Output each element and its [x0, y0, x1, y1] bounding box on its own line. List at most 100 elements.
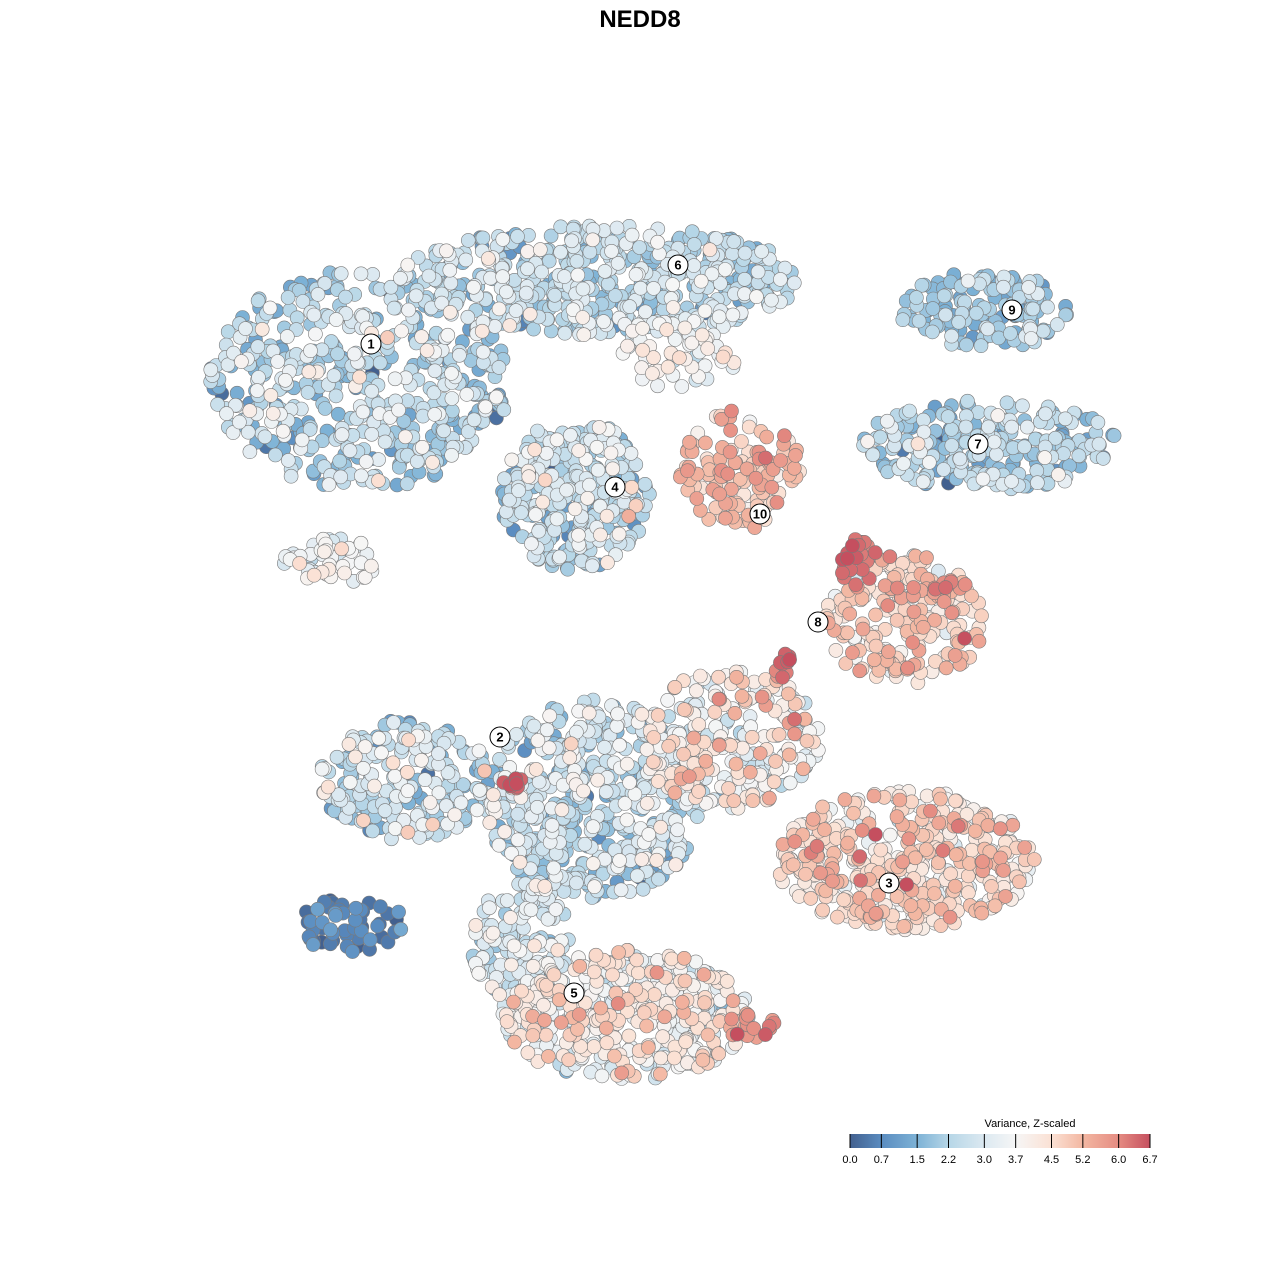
data-point	[232, 414, 247, 430]
data-point	[419, 343, 435, 358]
data-point	[676, 950, 692, 966]
data-point	[598, 1020, 614, 1036]
data-point	[619, 812, 635, 828]
data-point	[957, 631, 972, 646]
data-point	[466, 279, 481, 295]
data-point	[639, 742, 655, 757]
data-point	[967, 823, 983, 839]
data-point	[427, 363, 443, 379]
data-point	[677, 320, 693, 336]
data-point	[442, 304, 458, 320]
data-point	[670, 822, 685, 838]
data-point	[563, 736, 579, 752]
data-point	[345, 944, 360, 959]
data-point	[740, 1007, 756, 1023]
data-point	[509, 727, 524, 742]
data-point	[341, 736, 357, 752]
data-point	[624, 227, 640, 243]
data-point	[947, 878, 963, 894]
data-point	[310, 901, 325, 917]
data-point	[990, 408, 1006, 423]
data-point	[768, 754, 783, 769]
data-point	[394, 323, 409, 339]
data-point	[813, 865, 828, 881]
data-point	[923, 803, 938, 819]
data-point	[393, 921, 409, 937]
data-point	[984, 879, 999, 894]
data-point	[346, 346, 362, 362]
data-point	[525, 958, 541, 974]
data-point	[1027, 852, 1042, 867]
data-point	[303, 343, 318, 359]
data-point	[569, 253, 585, 269]
data-point	[305, 937, 321, 952]
data-point	[895, 854, 910, 870]
data-point	[443, 275, 459, 291]
data-point	[718, 510, 733, 526]
data-point	[371, 452, 386, 467]
data-point	[840, 835, 856, 851]
data-point	[460, 233, 476, 248]
data-point	[775, 670, 790, 685]
data-point	[491, 301, 507, 317]
data-point	[936, 462, 951, 477]
data-point	[860, 434, 876, 449]
data-point	[700, 1027, 716, 1043]
cluster-label-4: 4	[604, 476, 626, 498]
data-point	[537, 879, 553, 894]
data-point	[425, 455, 440, 470]
data-point	[845, 538, 860, 554]
data-point	[877, 578, 893, 594]
data-point	[773, 272, 788, 287]
cluster-label-5: 5	[563, 982, 585, 1004]
data-point	[575, 281, 591, 297]
data-point	[401, 302, 416, 318]
chart-title: NEDD8	[599, 6, 680, 33]
data-point	[868, 906, 884, 921]
data-point	[896, 456, 911, 471]
data-point	[781, 686, 796, 702]
data-point	[334, 541, 349, 557]
data-point	[576, 327, 592, 343]
data-point	[492, 987, 507, 1003]
cluster-label-3: 3	[878, 872, 900, 894]
data-point	[905, 635, 920, 650]
data-point	[855, 621, 871, 637]
data-point	[786, 275, 802, 291]
data-point	[611, 945, 626, 960]
data-point	[960, 393, 975, 409]
data-point	[879, 413, 895, 429]
data-point	[1030, 475, 1045, 491]
data-point	[799, 733, 815, 749]
data-point	[520, 244, 535, 259]
svg-text:3: 3	[885, 876, 892, 891]
data-point	[958, 419, 974, 435]
data-point	[585, 856, 601, 871]
data-point	[809, 838, 825, 854]
data-point	[695, 1052, 711, 1068]
legend-tick-label: 4.5	[1044, 1154, 1059, 1166]
data-point	[498, 284, 514, 300]
data-point	[724, 246, 740, 262]
data-point	[436, 423, 452, 439]
data-point	[889, 612, 905, 628]
data-point	[530, 733, 546, 748]
data-point	[724, 1011, 739, 1027]
data-point	[238, 321, 253, 336]
data-point	[948, 847, 964, 863]
data-point	[657, 1009, 672, 1025]
data-point	[910, 436, 926, 452]
data-point	[921, 455, 937, 470]
data-point	[993, 821, 1008, 837]
legend-tick-label: 0.0	[842, 1154, 857, 1166]
data-point	[613, 882, 629, 898]
data-point	[408, 288, 424, 304]
data-point	[535, 494, 551, 510]
data-point	[447, 807, 463, 823]
cluster-label-8: 8	[807, 611, 829, 633]
data-point	[805, 811, 821, 827]
data-point	[759, 429, 775, 445]
data-point	[899, 877, 914, 892]
data-point	[377, 803, 393, 818]
legend-tick-label: 6.0	[1111, 1154, 1126, 1166]
